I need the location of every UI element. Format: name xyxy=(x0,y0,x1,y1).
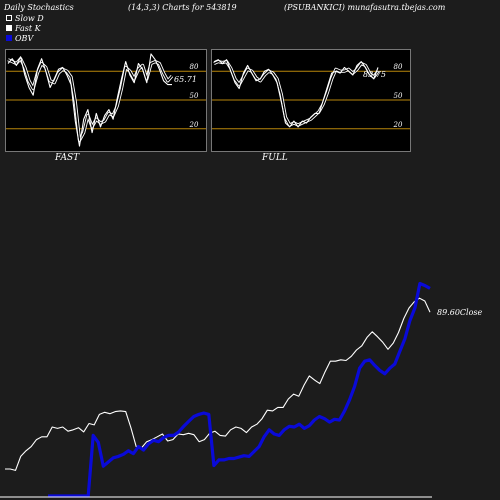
fast-last-value-label: 65.71 xyxy=(174,75,197,84)
legend-label-slow-d: Slow D xyxy=(15,13,44,23)
chart-params: (14,3,3) Charts for 543819 xyxy=(128,3,237,12)
chart-source: (PSUBANKICI) munafasutra.tbejas.com xyxy=(284,3,446,12)
fast-k-swatch-icon xyxy=(6,25,12,31)
full-level-label-50: 50 xyxy=(394,92,403,100)
full-panel-label: FULL xyxy=(262,153,288,163)
obv-swatch-icon xyxy=(6,35,12,41)
close-price-line xyxy=(5,297,431,471)
fast-panel-label: FAST xyxy=(55,153,80,163)
fast-fast-k-line xyxy=(7,53,172,147)
legend-item-slow-d: Slow D xyxy=(6,13,44,23)
legend-item-fast-k: Fast K xyxy=(6,23,44,33)
slow-d-swatch-icon xyxy=(6,15,12,21)
fast-level-label-20: 20 xyxy=(189,121,199,129)
legend: Slow D Fast K OBV xyxy=(6,13,44,43)
fast-level-label-50: 50 xyxy=(190,92,199,100)
legend-item-obv: OBV xyxy=(6,33,44,43)
chart-title: Daily Stochastics xyxy=(4,3,74,12)
close-last-value-label: 89.60Close xyxy=(437,308,483,317)
full-level-label-80: 80 xyxy=(394,63,403,71)
full-fast-k-line xyxy=(213,59,379,128)
fast-level-label-80: 80 xyxy=(190,63,199,71)
legend-label-fast-k: Fast K xyxy=(15,23,41,33)
obv-line xyxy=(48,281,431,498)
legend-label-obv: OBV xyxy=(15,33,34,43)
full-last-value-label: 83.75 xyxy=(363,70,386,79)
full-level-label-20: 20 xyxy=(393,121,403,129)
